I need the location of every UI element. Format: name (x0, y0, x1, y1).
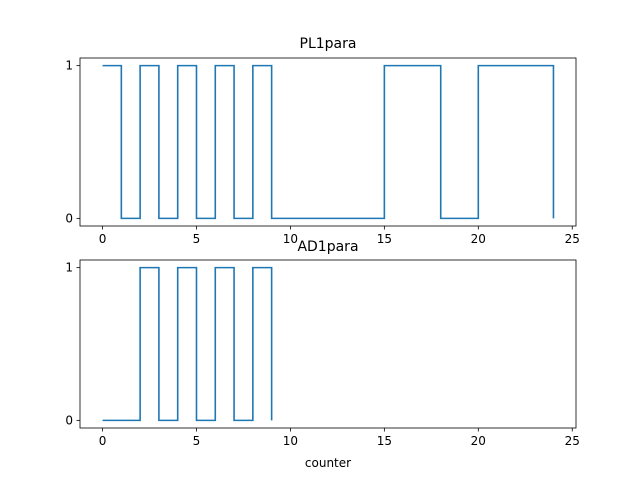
x-tick-label: 5 (193, 232, 201, 246)
x-tick-label: 15 (377, 434, 392, 448)
x-axis: 0 5 10 15 20 25 (99, 428, 580, 448)
x-tick-label: 10 (283, 232, 298, 246)
x-tick-label: 20 (471, 232, 486, 246)
y-tick-label: 0 (65, 413, 73, 427)
x-tick-label: 25 (565, 434, 580, 448)
x-tick-label: 0 (99, 232, 107, 246)
subplot-title: PL1para (300, 36, 357, 52)
plot-frame (79, 57, 577, 227)
subplot-title: AD1para (297, 239, 358, 255)
series-line (102, 64, 555, 220)
x-tick-label: 5 (193, 434, 201, 448)
x-tick-label: 0 (99, 434, 107, 448)
y-axis: 01 (65, 59, 80, 225)
x-axis-label: counter (305, 456, 351, 470)
y-tick-label: 0 (65, 211, 73, 225)
x-tick-label: 25 (565, 232, 580, 246)
y-axis: 01 (65, 261, 80, 427)
x-tick-label: 10 (283, 434, 298, 448)
plot-frame (79, 259, 577, 429)
series-line (102, 266, 273, 422)
y-tick-label: 1 (65, 59, 73, 73)
x-tick-label: 15 (377, 232, 392, 246)
subplot-pl1para: PL1para 0 5 10 15 20 25 01 (65, 36, 580, 246)
x-axis: 0 5 10 15 20 25 (99, 226, 580, 246)
y-tick-label: 1 (65, 261, 73, 275)
x-tick-label: 20 (471, 434, 486, 448)
subplot-ad1para: AD1para 0 5 10 15 20 25 01 counter (65, 239, 580, 470)
